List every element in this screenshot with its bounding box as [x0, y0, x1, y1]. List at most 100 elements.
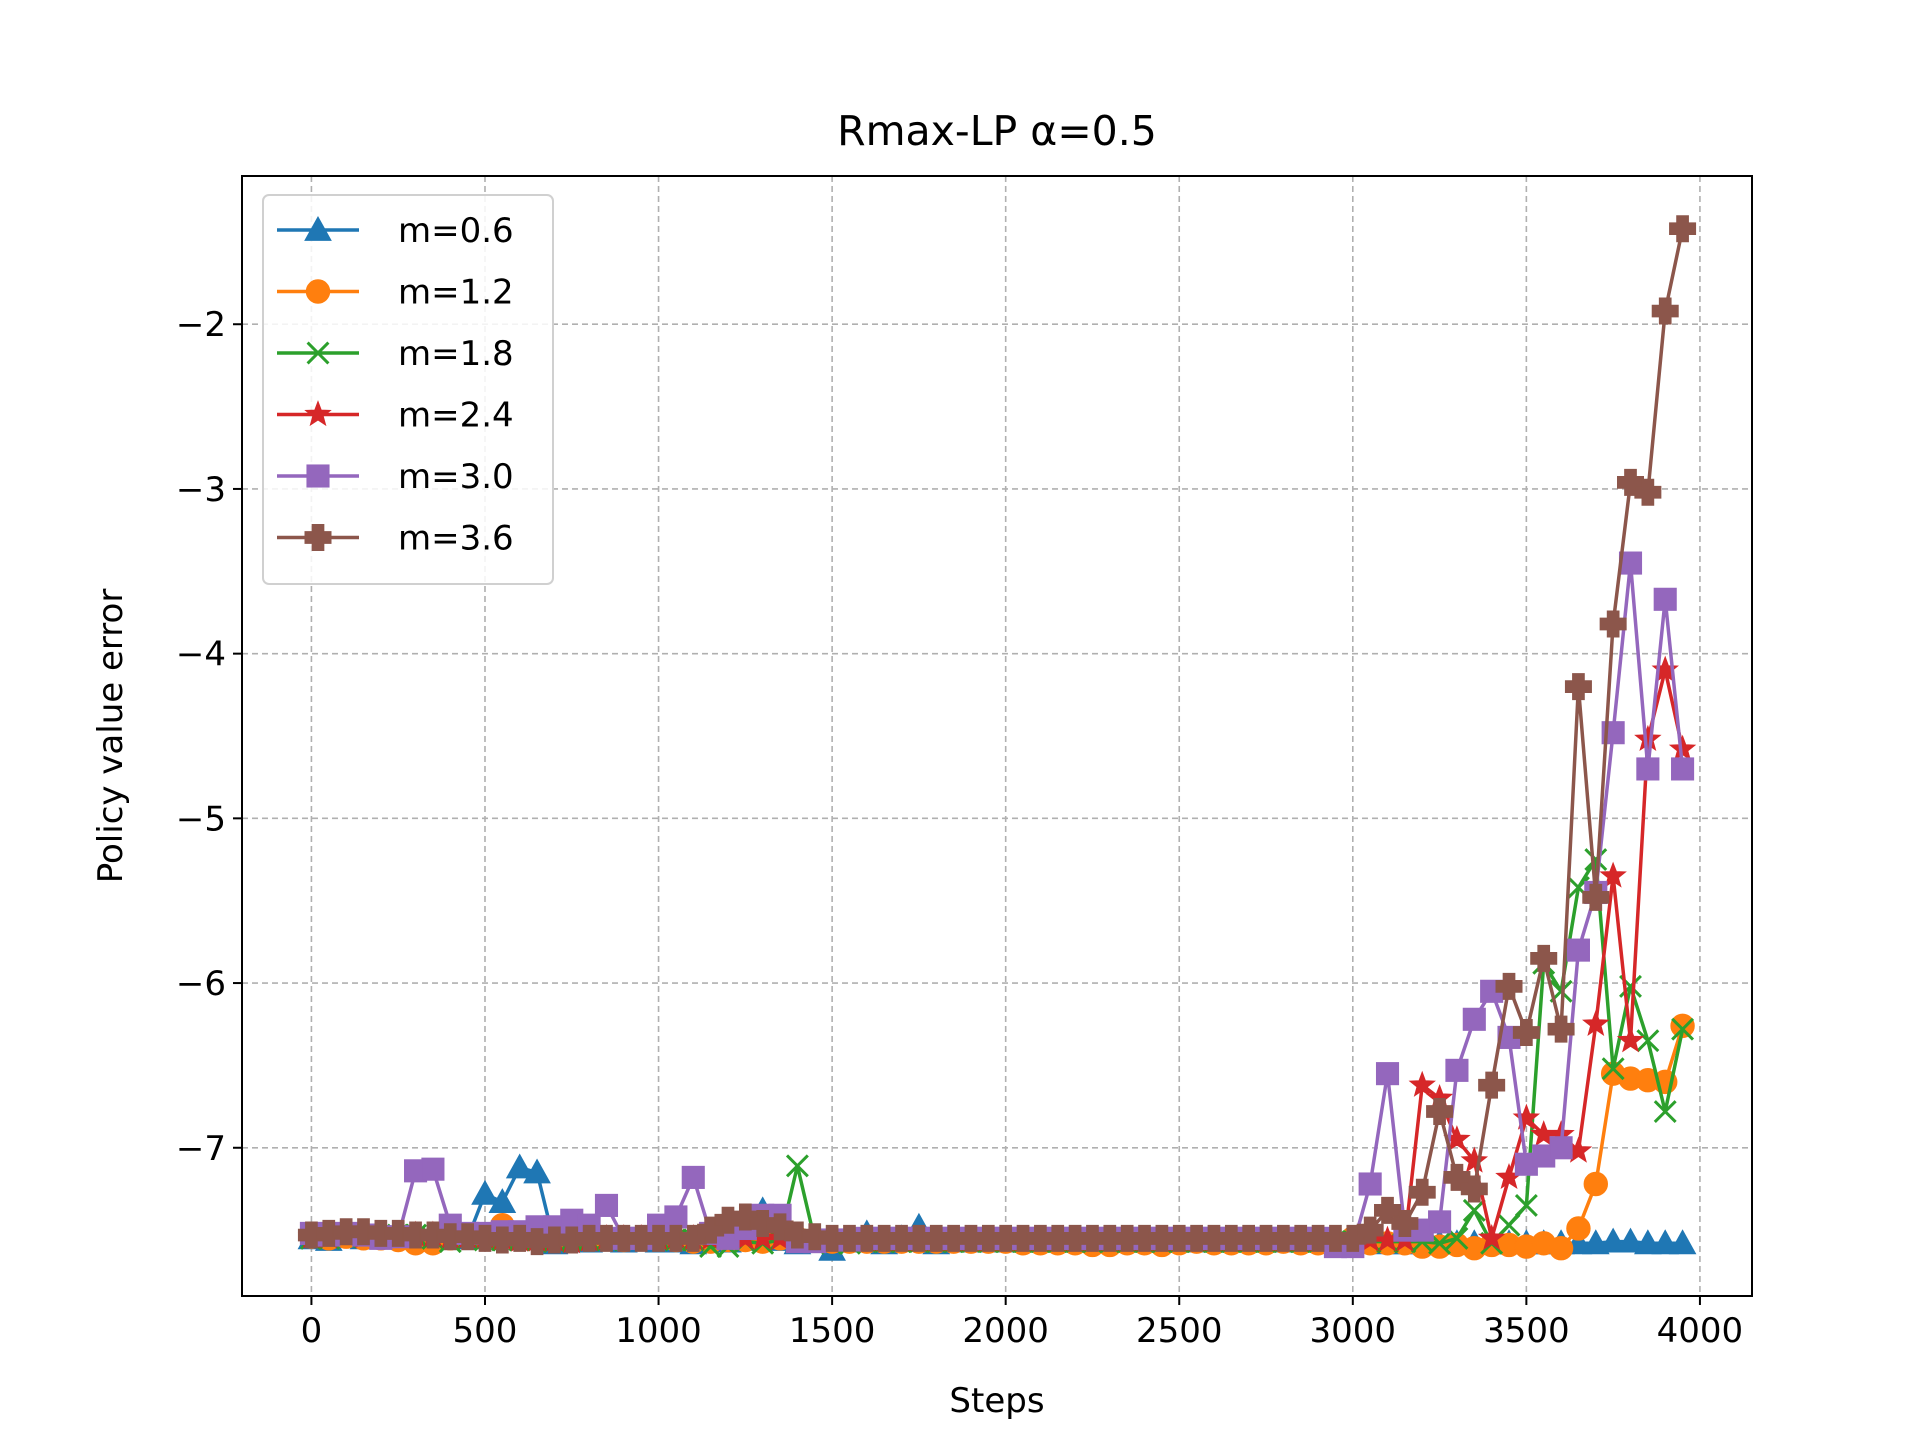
data-point: [1583, 1171, 1608, 1197]
x-tick-label: 1500: [789, 1311, 876, 1351]
series-m=3.6: [297, 215, 1697, 1256]
data-point: [421, 1157, 445, 1181]
data-point: [1512, 1018, 1540, 1046]
x-tick-label: 2000: [962, 1311, 1049, 1351]
data-point: [1616, 1227, 1645, 1253]
data-point: [1564, 673, 1592, 701]
data-point: [1636, 1029, 1660, 1053]
y-tick-label: −7: [176, 1129, 226, 1169]
data-point: [384, 1219, 412, 1247]
data-point: [1651, 655, 1679, 682]
legend-marker: [305, 279, 331, 304]
data-point: [1426, 1098, 1454, 1126]
data-point: [1634, 724, 1662, 751]
data-point: [1445, 1058, 1469, 1082]
data-point: [454, 1223, 482, 1251]
data-point: [1460, 1175, 1488, 1203]
data-point: [1566, 1216, 1591, 1241]
data-point: [1634, 478, 1662, 506]
data-point: [1582, 1009, 1610, 1036]
data-point: [785, 1154, 809, 1178]
data-point: [1668, 1229, 1697, 1255]
data-point: [1671, 757, 1695, 781]
legend-item: m=1.8: [277, 334, 514, 374]
data-point: [1669, 215, 1697, 243]
data-point: [1358, 1172, 1382, 1196]
legend-item: m=2.4: [277, 396, 514, 436]
data-point: [1408, 1178, 1436, 1206]
x-tick-label: 4000: [1657, 1311, 1744, 1351]
plot-series: [297, 215, 1697, 1261]
legend-marker: [304, 400, 332, 427]
y-tick-label: −4: [176, 635, 226, 675]
y-axis-label: Policy value error: [91, 589, 131, 884]
x-tick-label: 3000: [1310, 1311, 1397, 1351]
legend-label: m=1.2: [398, 273, 514, 313]
legend-label: m=1.8: [398, 334, 514, 374]
data-point: [506, 1224, 534, 1252]
data-point: [1408, 1070, 1436, 1097]
data-point: [1599, 861, 1627, 888]
data-point: [1356, 1216, 1384, 1244]
data-point: [1636, 757, 1660, 781]
data-point: [419, 1221, 447, 1249]
legend-label: m=0.6: [398, 211, 514, 251]
legend-marker: [306, 464, 330, 488]
data-point: [1616, 1026, 1645, 1053]
legend-item: m=0.6: [277, 211, 514, 251]
data-point: [1375, 1062, 1400, 1086]
x-tick-label: 3500: [1483, 1311, 1570, 1351]
legend-label: m=3.6: [398, 519, 514, 559]
data-point: [1495, 972, 1523, 1000]
data-point: [523, 1158, 551, 1184]
y-tick-label: −5: [176, 799, 226, 839]
data-point: [1671, 1017, 1695, 1041]
data-point: [471, 1224, 499, 1252]
y-tick-label: −2: [176, 305, 226, 345]
data-point: [1548, 1236, 1574, 1261]
data-point: [1530, 944, 1558, 972]
data-point: [664, 1205, 688, 1229]
legend-label: m=2.4: [398, 396, 514, 436]
data-point: [1599, 610, 1627, 638]
plot-frame: [241, 175, 1753, 1297]
legend-item: m=3.0: [277, 457, 514, 497]
data-point: [1477, 1223, 1506, 1251]
data-point: [1584, 848, 1608, 871]
data-point: [1497, 1213, 1521, 1237]
legend-label: m=3.0: [398, 457, 514, 497]
data-point: [681, 1165, 705, 1189]
x-tick-label: 500: [453, 1311, 518, 1351]
x-axis-ticks: 0 500 1000 1500 2000 2500 3000 3500 4000: [301, 1296, 1744, 1351]
data-point: [1566, 938, 1590, 962]
x-tick-label: 0: [301, 1311, 323, 1351]
data-point: [1653, 587, 1677, 611]
y-tick-label: −3: [176, 470, 226, 510]
data-point: [1651, 1229, 1680, 1255]
data-point: [505, 1153, 534, 1179]
data-point: [1428, 1210, 1452, 1234]
data-point: [1599, 1227, 1627, 1253]
x-tick-label: 2500: [1136, 1311, 1223, 1351]
legend-marker: [304, 524, 332, 551]
data-point: [488, 1188, 517, 1214]
data-point: [1514, 1193, 1538, 1217]
data-point: [594, 1193, 619, 1217]
data-point: [731, 1203, 759, 1231]
legend: m=0.6 m=1.2 m=1.8 m=2.4 m=3.0 m=3.6: [262, 194, 554, 585]
data-point: [1547, 1015, 1575, 1043]
data-point: [1582, 883, 1610, 911]
legend-item: m=1.2: [277, 273, 514, 313]
data-point: [349, 1218, 377, 1246]
y-tick-label: −6: [176, 964, 226, 1004]
x-axis-label: Steps: [949, 1381, 1044, 1421]
y-axis-ticks: −2 −3 −4 −5 −6 −7: [176, 305, 242, 1169]
x-tick-label: 1000: [615, 1311, 702, 1351]
data-point: [749, 1210, 777, 1238]
data-point: [1512, 1103, 1541, 1130]
legend-item: m=3.6: [277, 519, 514, 559]
data-point: [1651, 297, 1679, 325]
data-point: [1549, 1136, 1573, 1160]
data-point: [1391, 1210, 1419, 1238]
